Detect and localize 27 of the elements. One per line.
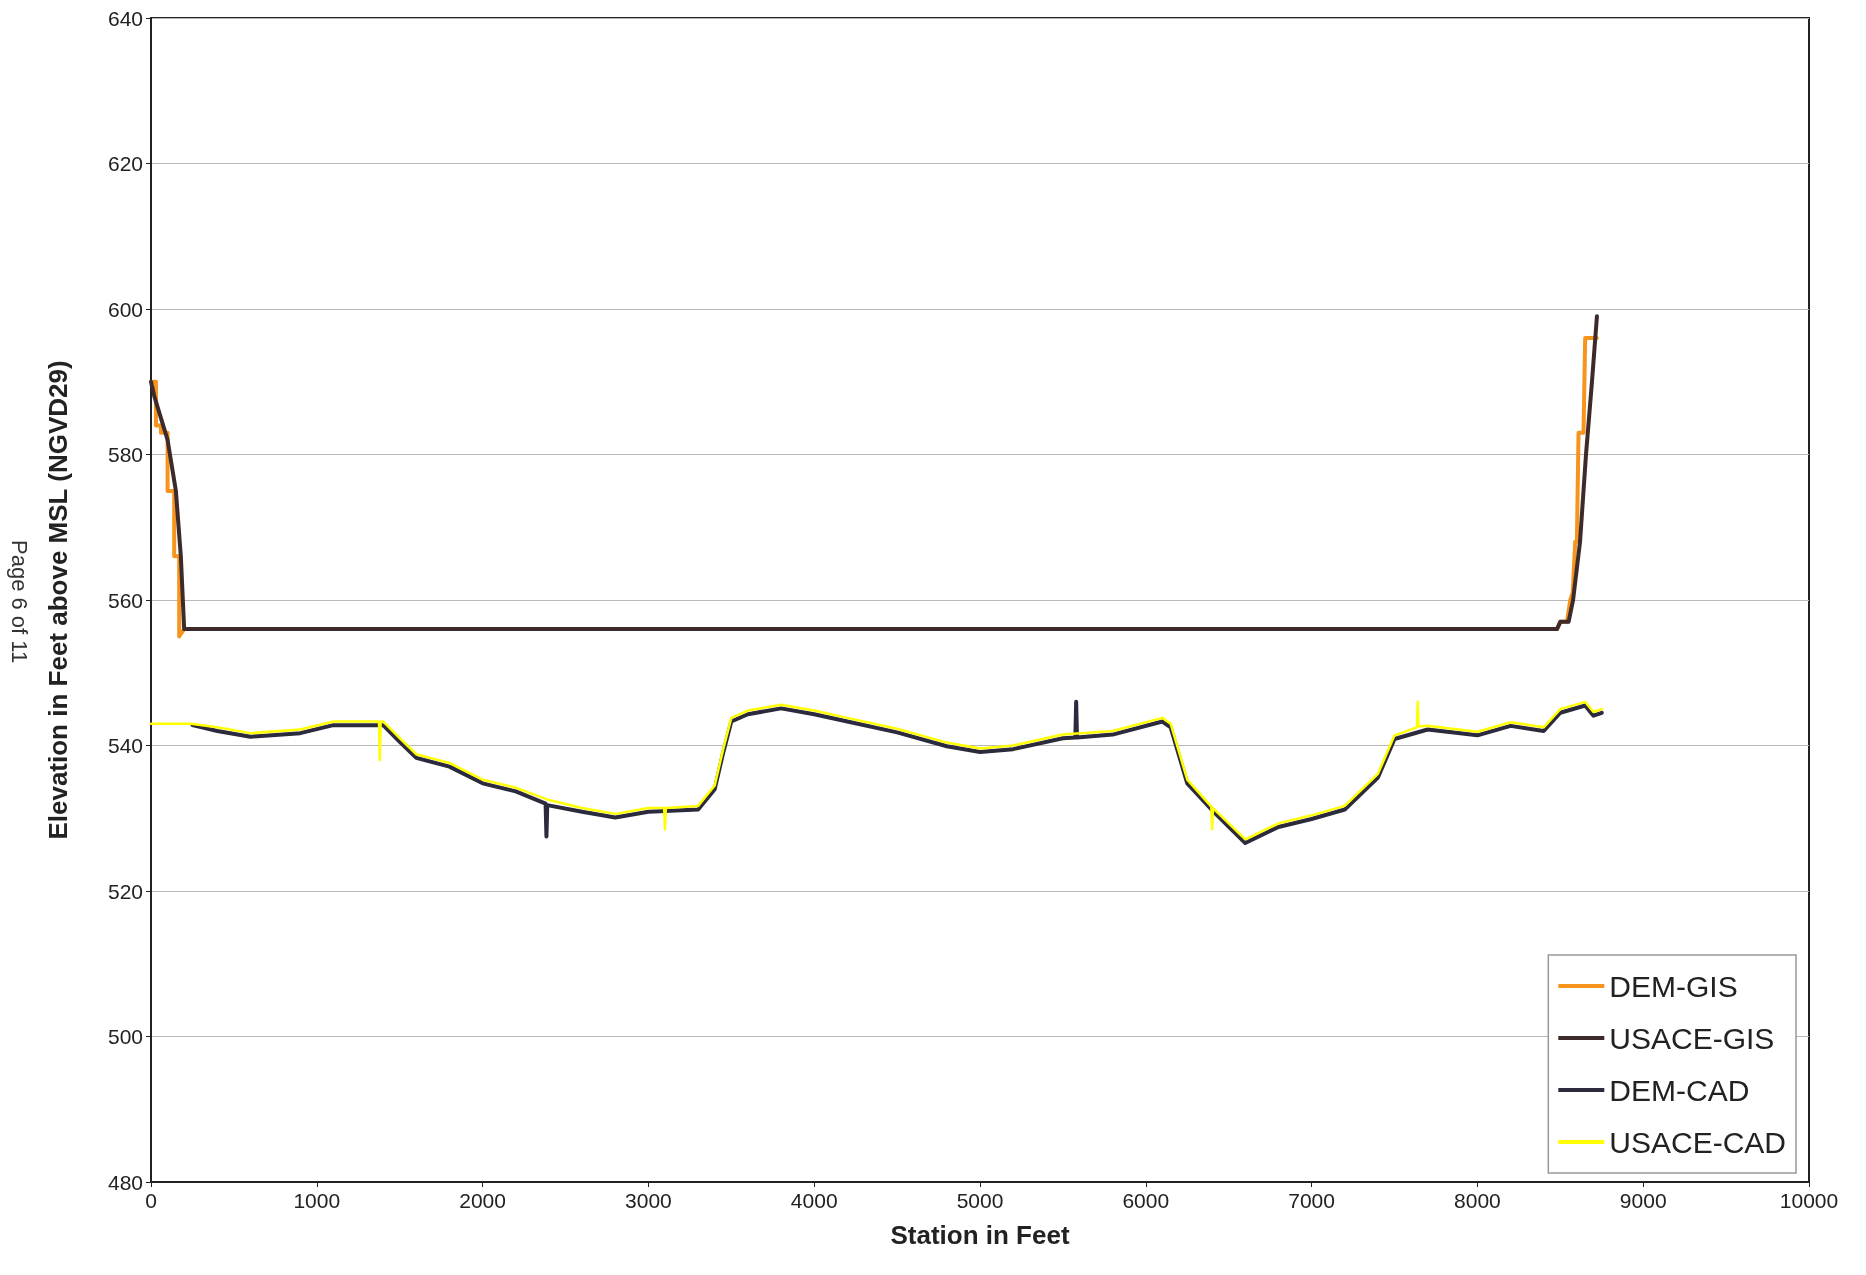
x-tick-label: 8000 bbox=[1454, 1189, 1501, 1212]
y-tick-label: 500 bbox=[107, 1025, 143, 1048]
x-tick-label: 10000 bbox=[1779, 1189, 1839, 1212]
y-tick-label: 560 bbox=[107, 588, 143, 612]
y-axis-title: Elevation in Feet above MSL (NGVD29) bbox=[43, 360, 73, 840]
x-axis-title: Station in Feet bbox=[890, 1220, 1070, 1250]
y-tick-label: 640 bbox=[107, 6, 143, 30]
x-tick-label: 3000 bbox=[625, 1189, 672, 1212]
x-tick-label: 7000 bbox=[1288, 1189, 1335, 1212]
y-tick-label: 600 bbox=[107, 297, 143, 321]
x-tick-label: 6000 bbox=[1122, 1189, 1170, 1212]
x-tick-label: 5000 bbox=[956, 1189, 1004, 1212]
y-tick-label: 620 bbox=[107, 152, 143, 175]
y-tick-label: 540 bbox=[107, 734, 143, 757]
y-tick-label: 480 bbox=[107, 1170, 143, 1194]
x-tick-label: 4000 bbox=[790, 1189, 838, 1212]
text: Page 6 of 11 bbox=[6, 540, 32, 664]
legend-label: USACE-CAD bbox=[1609, 1125, 1787, 1159]
x-tick-label: 2000 bbox=[459, 1189, 506, 1212]
y-tick-label: 520 bbox=[107, 879, 143, 903]
x-tick-label: 9000 bbox=[1619, 1189, 1667, 1212]
y-tick-label: 580 bbox=[107, 443, 143, 466]
x-tick-label: 0 bbox=[145, 1189, 157, 1212]
x-tick-label: 1000 bbox=[293, 1189, 341, 1212]
legend-label: DEM-CAD bbox=[1609, 1073, 1750, 1107]
legend-label: USACE-GIS bbox=[1609, 1021, 1775, 1055]
legend-label: DEM-GIS bbox=[1609, 969, 1738, 1003]
